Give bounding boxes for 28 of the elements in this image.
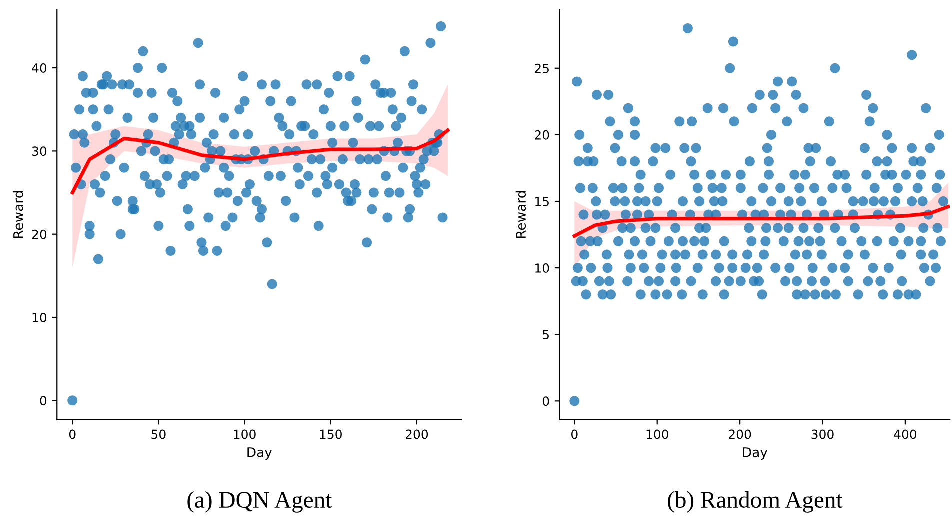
text: (a) DQN Agent xyxy=(188,491,332,513)
y-tick-label: 15 xyxy=(536,197,549,206)
y-tick-label: 10 xyxy=(32,312,47,322)
x-tick-label: 100 xyxy=(234,430,256,440)
y-tick-label: 20 xyxy=(32,230,47,240)
y-tick-label: 10 xyxy=(536,264,550,273)
y-tick-label: 25 xyxy=(535,64,549,74)
x-tick-label: 0 xyxy=(572,430,578,440)
x-tick-label: 0 xyxy=(69,430,76,440)
x-tick-label: 150 xyxy=(320,430,342,440)
x-tick-label: 50 xyxy=(152,430,166,440)
y-tick-label: 0 xyxy=(40,396,47,406)
x-tick-label: 200 xyxy=(406,430,428,440)
line-series xyxy=(70,128,450,195)
y-tick-label: 0 xyxy=(542,396,550,406)
text: (b) Random Agent xyxy=(668,491,843,513)
x-axis-title: Day xyxy=(743,448,768,460)
x-tick-label: 300 xyxy=(812,430,834,440)
y-tick-label: 5 xyxy=(543,330,549,340)
y-axis-title: Reward xyxy=(516,191,526,238)
x-tick-label: 100 xyxy=(646,430,668,440)
x-tick-label: 200 xyxy=(729,430,752,440)
y-axis-title: Reward xyxy=(13,191,24,238)
y-tick-label: 20 xyxy=(535,130,550,140)
y-tick-label: 30 xyxy=(32,146,47,156)
x-tick-label: 400 xyxy=(894,430,917,440)
x-axis-title: Day xyxy=(248,448,272,460)
y-tick-label: 40 xyxy=(32,64,47,73)
